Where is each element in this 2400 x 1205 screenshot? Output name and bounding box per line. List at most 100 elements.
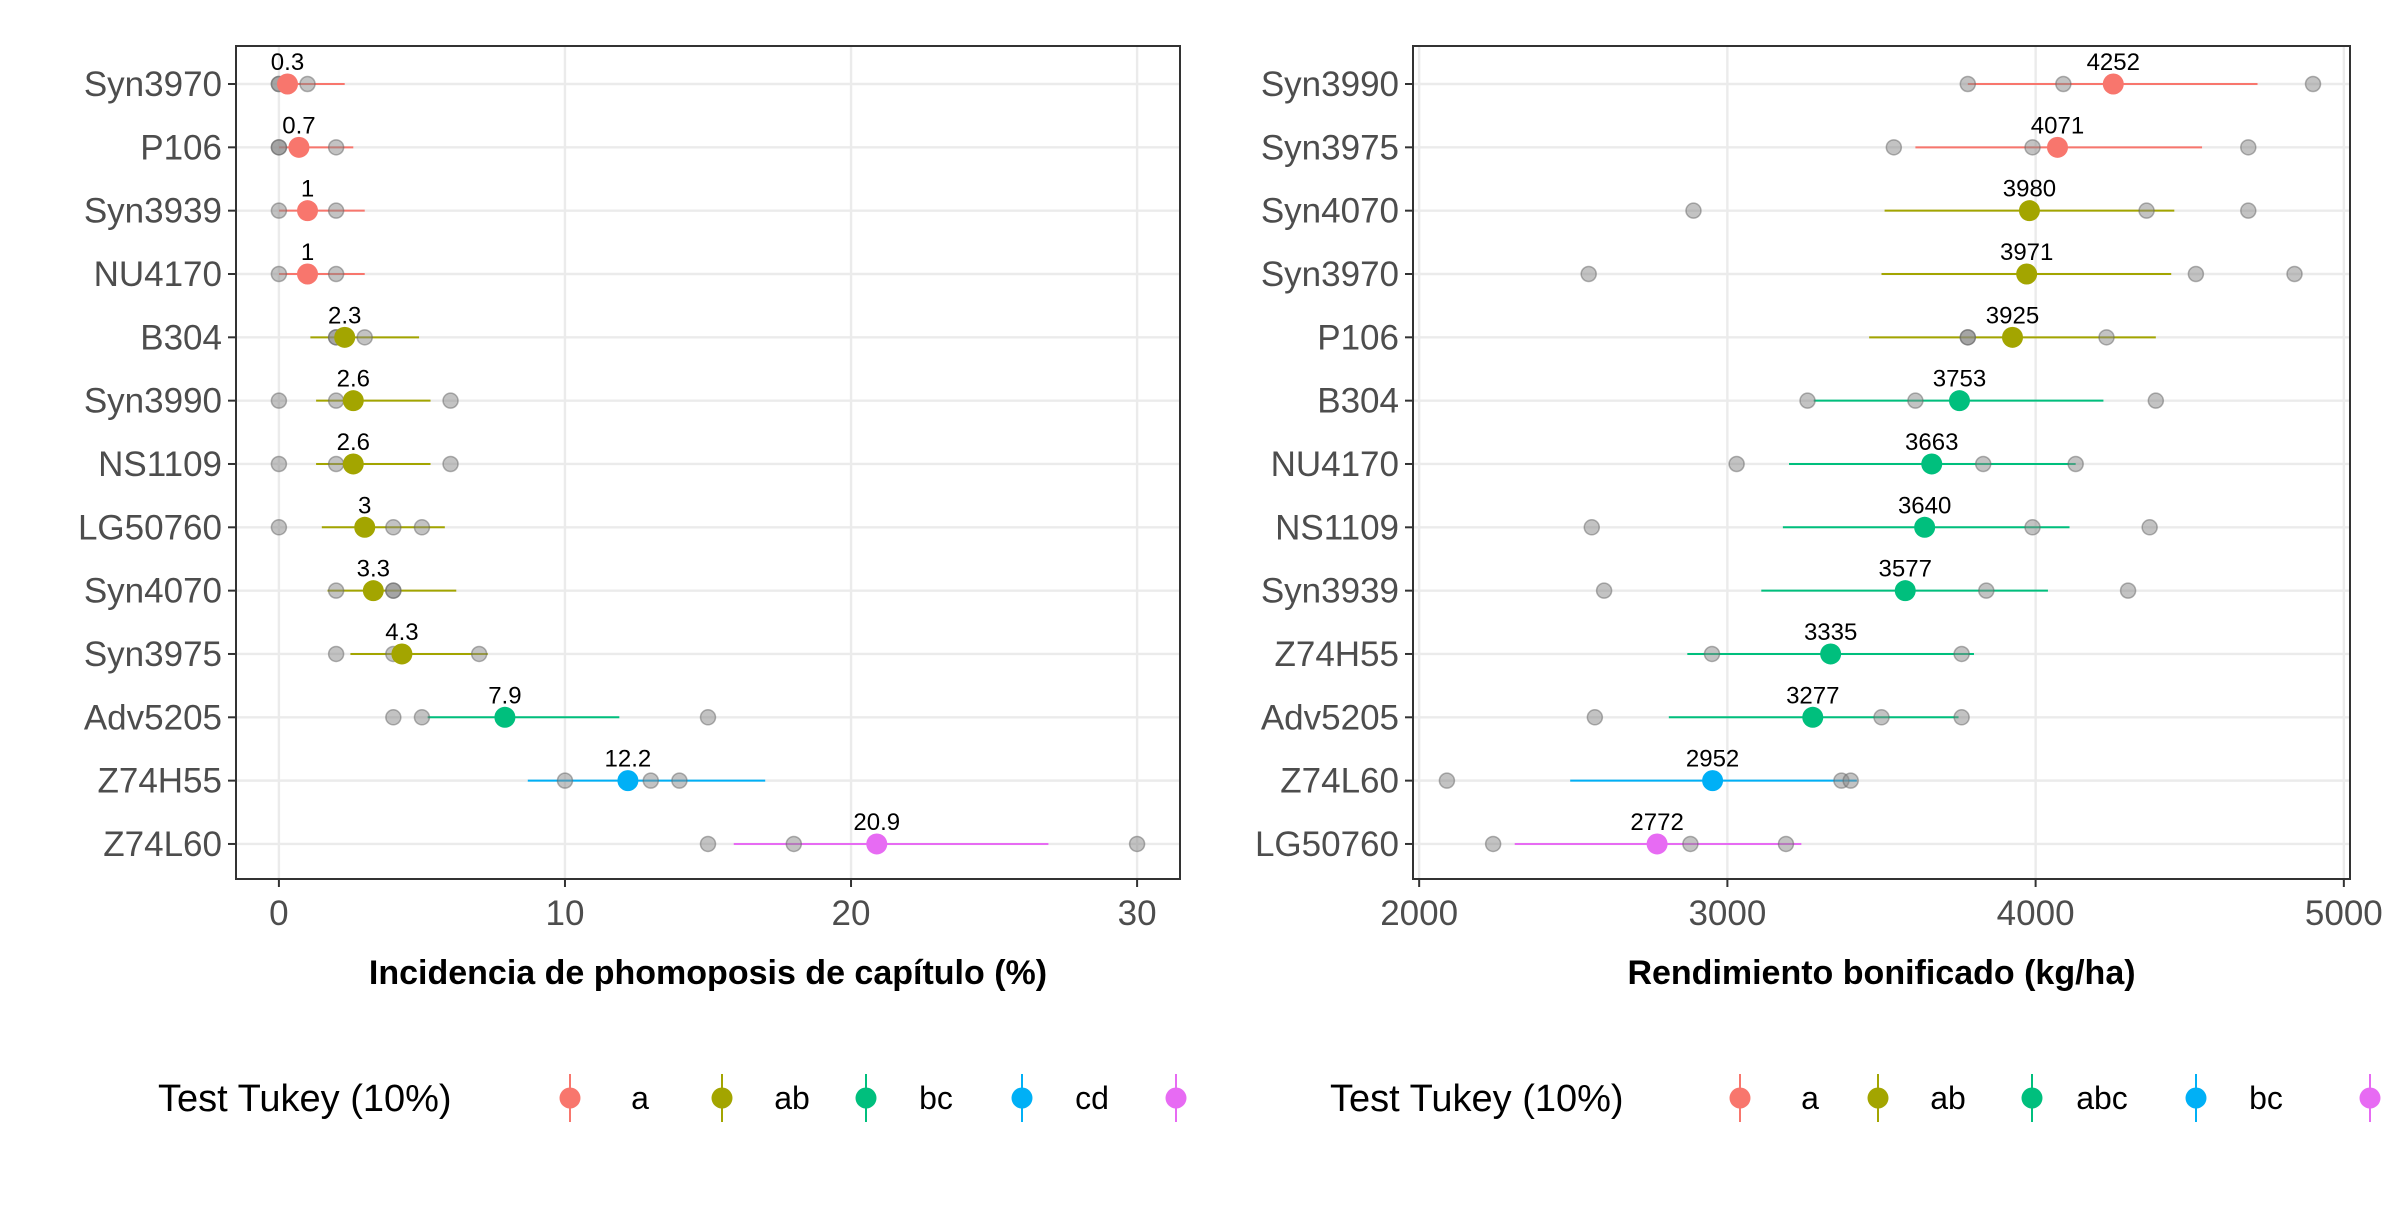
observation-point xyxy=(327,392,345,409)
y-tick-label: LG50760 xyxy=(78,508,222,547)
mean-label: 4252 xyxy=(2087,49,2140,76)
mean-label: 7.9 xyxy=(488,682,521,709)
observation-point xyxy=(413,519,431,536)
observation-point xyxy=(642,772,660,789)
legend-key-point xyxy=(559,1087,581,1109)
legend-label: ab xyxy=(774,1080,810,1116)
observation-point xyxy=(327,645,345,663)
legend-key-point xyxy=(1165,1087,1187,1109)
legend-title: Test Tukey (10%) xyxy=(158,1078,452,1120)
mean-point xyxy=(1914,516,1936,538)
y-tick-label: Syn3939 xyxy=(84,192,222,231)
y-tick-label: NU4170 xyxy=(94,255,222,294)
mean-point xyxy=(391,643,413,665)
observation-point xyxy=(1885,139,1903,156)
x-axis-title: Incidencia de phomoposis de capítulo (%) xyxy=(369,954,1047,992)
y-tick-label: Syn4070 xyxy=(84,572,222,611)
legend-key-point xyxy=(1729,1087,1751,1109)
observation-point xyxy=(671,772,688,789)
mean-point xyxy=(617,770,639,792)
y-tick-label: NU4170 xyxy=(1271,445,1399,484)
mean-label: 4071 xyxy=(2031,112,2084,139)
x-axis-title: Rendimiento bonificado (kg/ha) xyxy=(1627,954,2135,992)
observation-point xyxy=(385,519,402,536)
observation-point xyxy=(1959,75,1977,93)
mean-point xyxy=(297,263,319,285)
mean-label: 3 xyxy=(358,492,371,519)
observation-point xyxy=(1595,582,1613,599)
mean-point xyxy=(342,390,364,412)
observation-point xyxy=(1484,835,1502,853)
observation-point xyxy=(327,265,345,283)
observation-point xyxy=(1907,392,1924,409)
y-tick-label: Syn3975 xyxy=(1261,128,1399,167)
legend-label: a xyxy=(1801,1080,1819,1116)
observation-point xyxy=(270,455,288,473)
mean-label: 3971 xyxy=(2000,239,2053,266)
legend-key-point xyxy=(711,1087,733,1109)
mean-point xyxy=(1894,580,1916,602)
observation-point xyxy=(1978,582,1995,599)
observation-point xyxy=(2119,582,2137,599)
mean-point xyxy=(288,136,310,158)
y-tick-label: Syn3939 xyxy=(1261,572,1399,611)
observation-point xyxy=(1974,455,1992,473)
observation-point xyxy=(413,709,431,726)
y-tick-label: NS1109 xyxy=(98,445,222,484)
mean-point xyxy=(2016,263,2038,285)
observation-point xyxy=(2138,202,2155,219)
observation-point xyxy=(270,202,288,219)
observation-point xyxy=(270,139,288,156)
observation-point xyxy=(327,139,345,156)
observation-point xyxy=(1128,835,1146,853)
observation-point xyxy=(1777,835,1795,853)
mean-label: 3980 xyxy=(2003,176,2056,203)
observation-point xyxy=(1799,392,1816,409)
observation-point xyxy=(1728,455,1745,473)
legend-key-point xyxy=(855,1087,877,1109)
mean-label: 2.6 xyxy=(337,366,370,393)
observation-point xyxy=(2024,519,2041,536)
observation-point xyxy=(1873,709,1890,726)
mean-label: 2.6 xyxy=(337,429,370,456)
legend-key-point xyxy=(1867,1087,1889,1109)
y-tick-label: Z74H55 xyxy=(1274,635,1399,674)
observation-point xyxy=(356,329,373,346)
observation-point xyxy=(2067,455,2084,473)
observation-point xyxy=(2240,202,2257,219)
mean-point xyxy=(2046,136,2068,158)
mean-label: 0.7 xyxy=(282,112,315,139)
observation-point xyxy=(327,455,345,473)
mean-label: 3577 xyxy=(1879,556,1932,583)
y-tick-label: NS1109 xyxy=(1275,508,1399,547)
x-tick-label: 20 xyxy=(832,894,871,933)
y-tick-label: Syn3970 xyxy=(1261,255,1399,294)
mean-label: 3640 xyxy=(1898,492,1951,519)
observation-point xyxy=(556,772,574,789)
y-tick-label: Syn3975 xyxy=(84,635,222,674)
x-tick-label: 2000 xyxy=(1380,894,1458,933)
observation-point xyxy=(785,835,803,853)
observation-point xyxy=(2055,75,2072,93)
observation-point xyxy=(2240,139,2257,156)
mean-label: 20.9 xyxy=(853,809,900,836)
observation-point xyxy=(470,645,488,663)
y-tick-label: Syn4070 xyxy=(1261,192,1399,231)
mean-point xyxy=(334,326,356,348)
observation-point xyxy=(385,582,402,599)
observation-point xyxy=(1953,709,1970,726)
observation-point xyxy=(442,392,459,409)
mean-point xyxy=(2102,73,2124,95)
x-tick-label: 30 xyxy=(1118,894,1157,933)
observation-point xyxy=(1685,202,1702,219)
mean-point xyxy=(1702,770,1724,792)
y-tick-label: P106 xyxy=(140,128,222,167)
observation-point xyxy=(327,202,345,219)
y-tick-label: P106 xyxy=(1317,318,1399,357)
mean-point xyxy=(1802,706,1824,728)
mean-point xyxy=(866,833,888,855)
x-tick-label: 4000 xyxy=(1997,894,2075,933)
mean-point xyxy=(1820,643,1842,665)
